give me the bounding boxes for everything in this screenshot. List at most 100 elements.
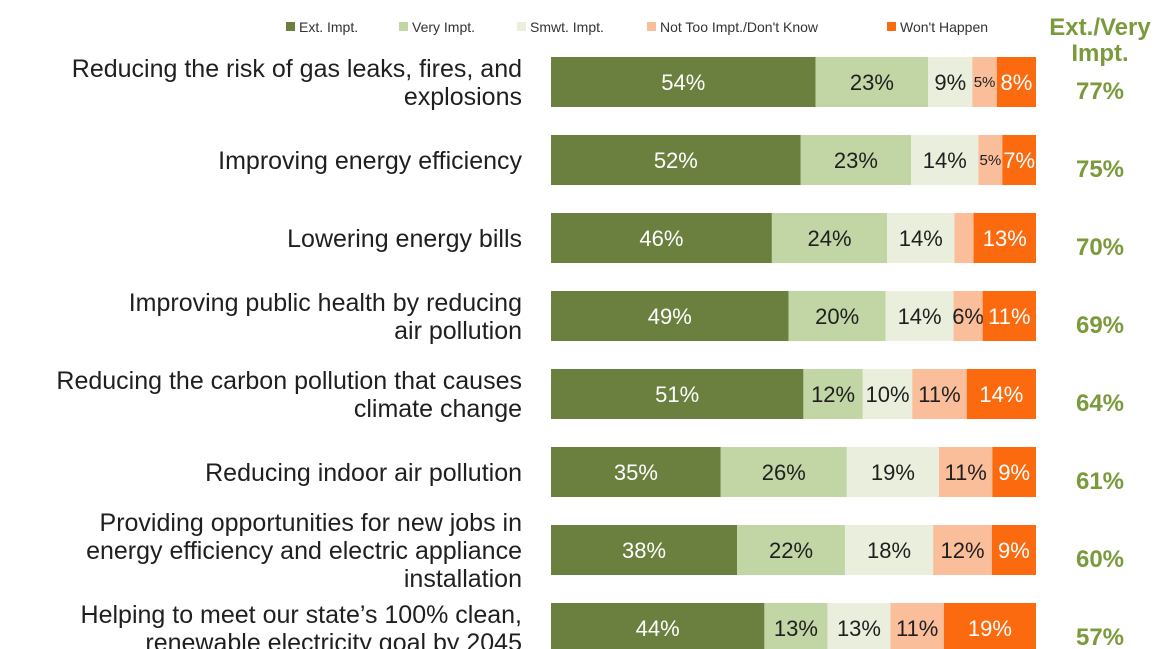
bar-segment [991, 525, 1036, 575]
category-label: Reducing indoor air pollution [205, 459, 522, 487]
data-label: 23% [834, 148, 878, 173]
data-label: 6% [952, 304, 984, 329]
bar-segment [844, 525, 934, 575]
data-label: 5% [974, 74, 996, 91]
category-label: Reducing the carbon pollution that cause… [56, 367, 522, 395]
legend-swatch-4 [887, 22, 896, 31]
category-label: Helping to meet our state’s 100% clean, [81, 601, 522, 629]
bar-segment [551, 369, 804, 419]
bar-segment [720, 447, 847, 497]
legend-swatch-2 [517, 22, 526, 31]
data-label: 14% [898, 304, 942, 329]
data-label: 13% [983, 226, 1027, 251]
data-label: 52% [654, 148, 698, 173]
totals-header-line: Ext./Very [1049, 14, 1151, 41]
bar-segment [973, 213, 1036, 263]
total-value: 75% [1076, 156, 1124, 183]
data-label: 9% [998, 460, 1030, 485]
legend-label-2: Smwt. Impt. [530, 19, 604, 35]
bar-segment [912, 369, 967, 419]
bar-segment [737, 525, 845, 575]
bar-segment [551, 213, 772, 263]
bar-row: Reducing the carbon pollution that cause… [56, 367, 1124, 423]
data-label: 12% [811, 382, 855, 407]
legend-label-3: Not Too Impt./Don't Know [660, 19, 819, 35]
total-value: 60% [1076, 546, 1124, 573]
bar-segment [815, 57, 929, 107]
bar-row: Helping to meet our state’s 100% clean,r… [81, 601, 1124, 649]
bar-row: Reducing the risk of gas leaks, fires, a… [72, 55, 1124, 111]
data-label: 10% [866, 382, 910, 407]
total-value: 77% [1076, 78, 1124, 105]
bar-row: Lowering energy bills 46% 24% 14% 13% 70% [287, 213, 1124, 263]
bar-segment [887, 213, 955, 263]
legend-swatch-0 [286, 22, 295, 31]
bar-segment [943, 603, 1036, 649]
data-label: 19% [968, 616, 1012, 641]
data-label: 14% [979, 382, 1023, 407]
bar-segment [911, 135, 979, 185]
bar-segment [551, 525, 738, 575]
bar-segment [996, 57, 1036, 107]
data-label: 11% [988, 304, 1030, 329]
bar-segment [939, 447, 993, 497]
data-label: 22% [769, 538, 813, 563]
chart-rows: Reducing the risk of gas leaks, fires, a… [56, 55, 1124, 649]
total-value: 70% [1076, 234, 1124, 261]
data-label: 9% [934, 70, 966, 95]
data-label: 26% [762, 460, 806, 485]
data-label: 11% [896, 616, 938, 641]
data-label: 14% [899, 226, 943, 251]
total-value: 61% [1076, 468, 1124, 495]
bar-segment [788, 291, 886, 341]
bar-row: Improving energy efficiency 52% 23% 14% 5% 7%… [218, 135, 1124, 185]
legend-label-4: Won't Happen [900, 19, 988, 35]
category-label: explosions [404, 83, 522, 111]
category-label: Reducing the risk of gas leaks, fires, a… [72, 55, 522, 83]
total-value: 57% [1076, 624, 1124, 649]
bar-segment [771, 213, 888, 263]
bar-segment [551, 603, 765, 649]
bar-segment [978, 135, 1003, 185]
bar-segment [800, 135, 912, 185]
data-label: 51% [655, 382, 699, 407]
data-label: 54% [661, 70, 705, 95]
bar-segment [827, 603, 891, 649]
bar-segment [992, 447, 1036, 497]
data-label: 19% [871, 460, 915, 485]
bar-segment [764, 603, 828, 649]
legend-label-0: Ext. Impt. [299, 19, 358, 35]
data-label: 46% [639, 226, 683, 251]
data-label: 8% [1001, 70, 1033, 95]
data-label: 35% [614, 460, 658, 485]
bar-segment [551, 135, 801, 185]
bar-row: Reducing indoor air pollution 35% 26% 19% 11… [205, 447, 1124, 497]
data-label: 24% [807, 226, 851, 251]
bar-segment [551, 291, 789, 341]
category-label: Lowering energy bills [287, 225, 522, 253]
data-label: 13% [837, 616, 881, 641]
data-label: 14% [923, 148, 967, 173]
category-label: energy efficiency and electric appliance [86, 537, 522, 565]
data-label: 5% [980, 152, 1002, 169]
category-label: air pollution [394, 317, 522, 345]
data-label: 23% [850, 70, 894, 95]
bar-segment [890, 603, 944, 649]
legend-swatch-3 [647, 22, 656, 31]
category-label: installation [404, 565, 522, 593]
bar-segment [551, 447, 721, 497]
bar-segment [551, 57, 816, 107]
category-label: renewable electricity goal by 2045 [145, 629, 522, 649]
data-label: 49% [648, 304, 692, 329]
data-label: 11% [944, 460, 986, 485]
bar-row: Providing opportunities for new jobs ine… [86, 509, 1124, 593]
category-label: climate change [354, 395, 522, 423]
category-label: Improving public health by reducing [129, 289, 522, 317]
data-label: 11% [918, 382, 960, 407]
category-label: Improving energy efficiency [218, 147, 522, 175]
data-label: 9% [998, 538, 1030, 563]
data-label: 18% [867, 538, 911, 563]
